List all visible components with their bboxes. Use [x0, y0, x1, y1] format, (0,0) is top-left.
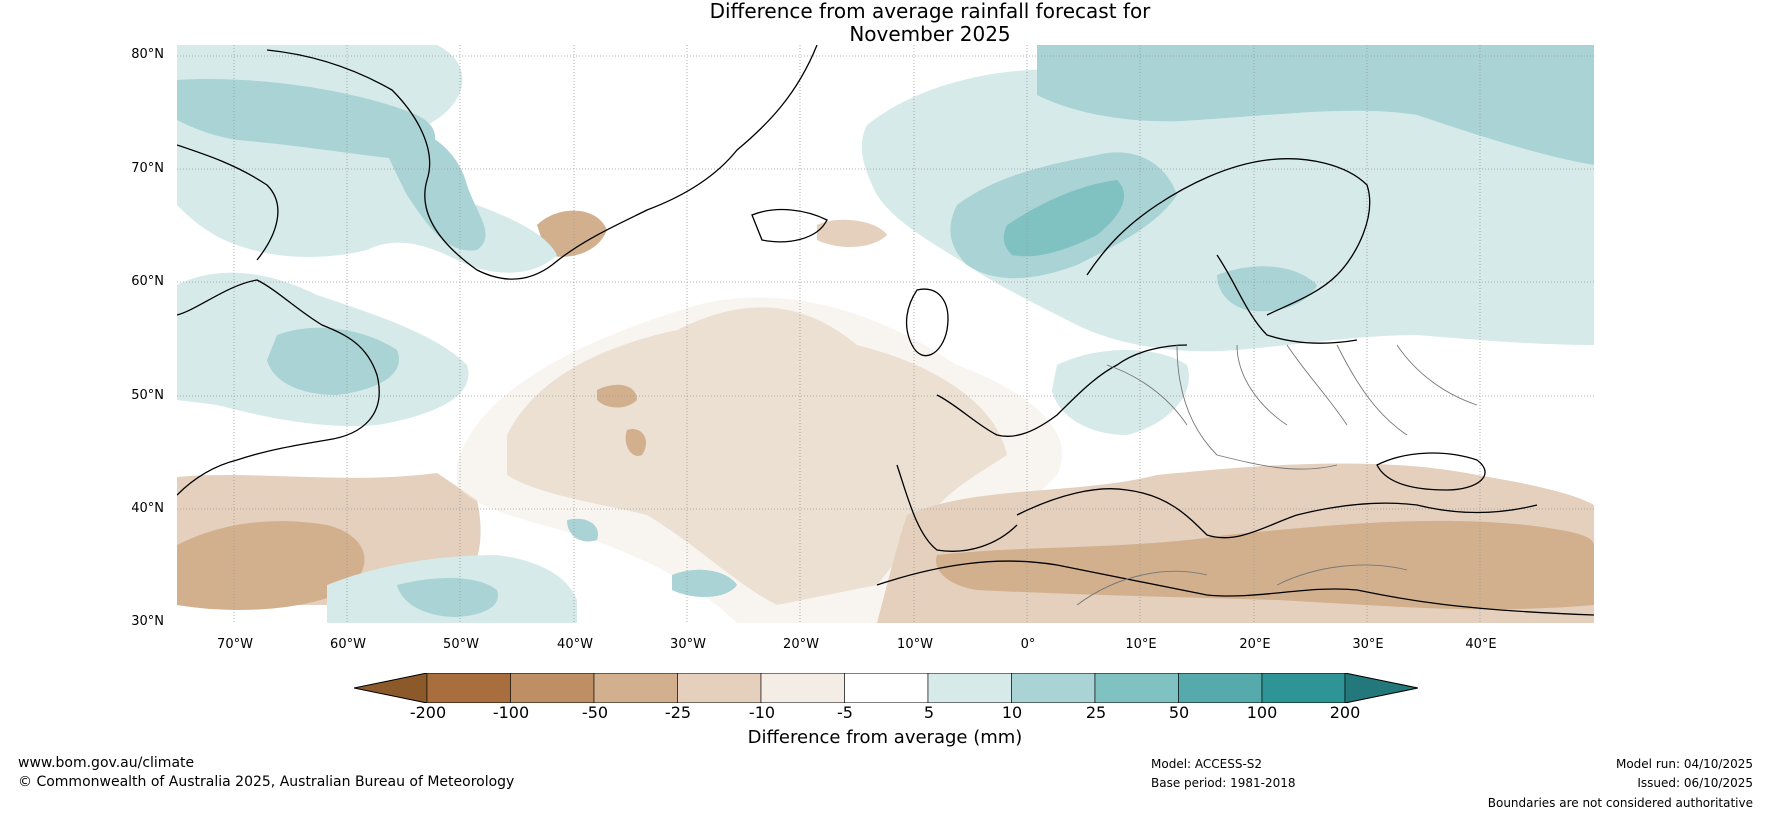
colorbar-tick-4: -10 — [748, 703, 776, 722]
wet-anomaly-areas — [177, 45, 1594, 623]
lat-label-50n: 50°N — [131, 388, 164, 403]
lon-label-20w: 20°W — [783, 637, 819, 652]
lat-label-40n: 40°N — [131, 501, 164, 516]
colorbar-seg-2 — [510, 673, 595, 703]
colorbar-seg-5 — [760, 673, 845, 703]
colorbar-tick-5: -5 — [837, 703, 853, 722]
coastlines — [177, 45, 1594, 616]
lon-label-30e: 30°E — [1352, 637, 1384, 652]
lon-label-40w: 40°W — [557, 637, 593, 652]
coast-baffin — [177, 144, 279, 261]
colorbar-tick-2: -50 — [581, 703, 609, 722]
lon-label-30w: 30°W — [670, 637, 706, 652]
country-borders — [1076, 344, 1478, 606]
colorbar-seg-7 — [927, 673, 1012, 703]
coast-iceland — [751, 208, 828, 243]
colorbar-tick-10: 100 — [1246, 703, 1278, 722]
coast-black-sea — [1376, 452, 1486, 491]
website-link[interactable]: www.bom.gov.au/climate — [18, 755, 195, 771]
wet-area-bay-of-biscay — [1052, 350, 1189, 435]
copyright-notice: © Commonwealth of Australia 2025, Austra… — [18, 774, 515, 790]
coast-baltic — [1216, 254, 1358, 344]
coast-iberia — [896, 464, 1018, 552]
colorbar-seg-3 — [593, 673, 678, 703]
dry-area-sw-atlantic-dark — [177, 521, 365, 610]
issued-date: Issued: 06/10/2025 — [1637, 776, 1753, 790]
colorbar-seg-9 — [1094, 673, 1179, 703]
dry-area-50n-spot — [597, 384, 637, 408]
colorbar-seg-8 — [1011, 673, 1096, 703]
lon-label-10w: 10°W — [897, 637, 933, 652]
rainfall-anomaly-map — [177, 45, 1594, 623]
wet-area-baffin-mid — [177, 79, 436, 160]
base-period: Base period: 1981-2018 — [1151, 776, 1296, 790]
lon-label-70w: 70°W — [217, 637, 253, 652]
colorbar-tick-6: 5 — [923, 703, 935, 722]
wet-area-canada-arctic — [177, 45, 557, 273]
dry-area-atlantic-spot — [625, 429, 647, 456]
dry-area-greenland-east — [537, 210, 607, 257]
title-line-2: November 2025 — [849, 22, 1011, 46]
lat-label-60n: 60°N — [131, 274, 164, 289]
coast-uk — [905, 288, 949, 357]
coast-labrador — [177, 279, 380, 496]
wet-area-atlantic-spot-1 — [567, 518, 598, 542]
wet-area-norway-dark — [1003, 180, 1125, 257]
map-canvas — [177, 45, 1594, 623]
colorbar-tick-8: 25 — [1085, 703, 1107, 722]
wet-area-greenland — [377, 124, 486, 251]
colorbar-tick-0: -200 — [409, 703, 447, 722]
lon-label-40e: 40°E — [1465, 637, 1497, 652]
wet-area-north-sea — [861, 67, 1594, 352]
coast-greenland — [266, 45, 818, 280]
coast-europe-west — [936, 344, 1188, 437]
colorbar — [354, 673, 1418, 703]
colorbar-seg-10 — [1178, 673, 1263, 703]
lon-label-0: 0° — [1020, 637, 1036, 652]
dry-area-iceland — [817, 219, 887, 247]
lon-label-10e: 10°E — [1125, 637, 1157, 652]
dry-area-med-darker — [936, 520, 1594, 610]
lat-label-80n: 80°N — [131, 47, 164, 62]
dry-anomaly-areas — [177, 210, 1594, 623]
lon-label-50w: 50°W — [443, 637, 479, 652]
colorbar-seg-4 — [677, 673, 762, 703]
colorbar-seg-1 — [426, 673, 511, 703]
wet-area-atlantic-spot-2 — [672, 569, 737, 597]
colorbar-tick-7: 10 — [1001, 703, 1023, 722]
colorbar-tick-9: 50 — [1168, 703, 1190, 722]
lon-label-60w: 60°W — [330, 637, 366, 652]
wet-area-labrador-mid — [267, 327, 399, 395]
colorbar-tick-3: -25 — [664, 703, 692, 722]
graticule — [177, 45, 1594, 623]
chart-title: Difference from average rainfall forecas… — [0, 0, 1770, 46]
model-run-date: Model run: 04/10/2025 — [1615, 757, 1753, 771]
coast-med-north — [1016, 488, 1538, 539]
colorbar-label: Difference from average (mm) — [747, 727, 1023, 748]
colorbar-seg-12 — [1344, 673, 1418, 703]
lon-label-20e: 20°E — [1239, 637, 1271, 652]
colorbar-tick-11: 200 — [1329, 703, 1361, 722]
lat-label-30n: 30°N — [131, 614, 164, 629]
colorbar-seg-6 — [844, 673, 929, 703]
model-name: Model: ACCESS-S2 — [1151, 757, 1263, 771]
colorbar-tick-1: -100 — [492, 703, 530, 722]
wet-area-barents — [1037, 45, 1594, 165]
wet-area-subtropic-mid — [397, 578, 498, 617]
colorbar-seg-11 — [1261, 673, 1346, 703]
coast-scandinavia — [1086, 158, 1371, 316]
lat-label-70n: 70°N — [131, 161, 164, 176]
title-line-1: Difference from average rainfall forecas… — [709, 0, 1151, 23]
boundaries-disclaimer: Boundaries are not considered authoritat… — [1487, 796, 1753, 810]
coast-africa — [876, 560, 1594, 616]
colorbar-seg-0 — [354, 673, 428, 703]
